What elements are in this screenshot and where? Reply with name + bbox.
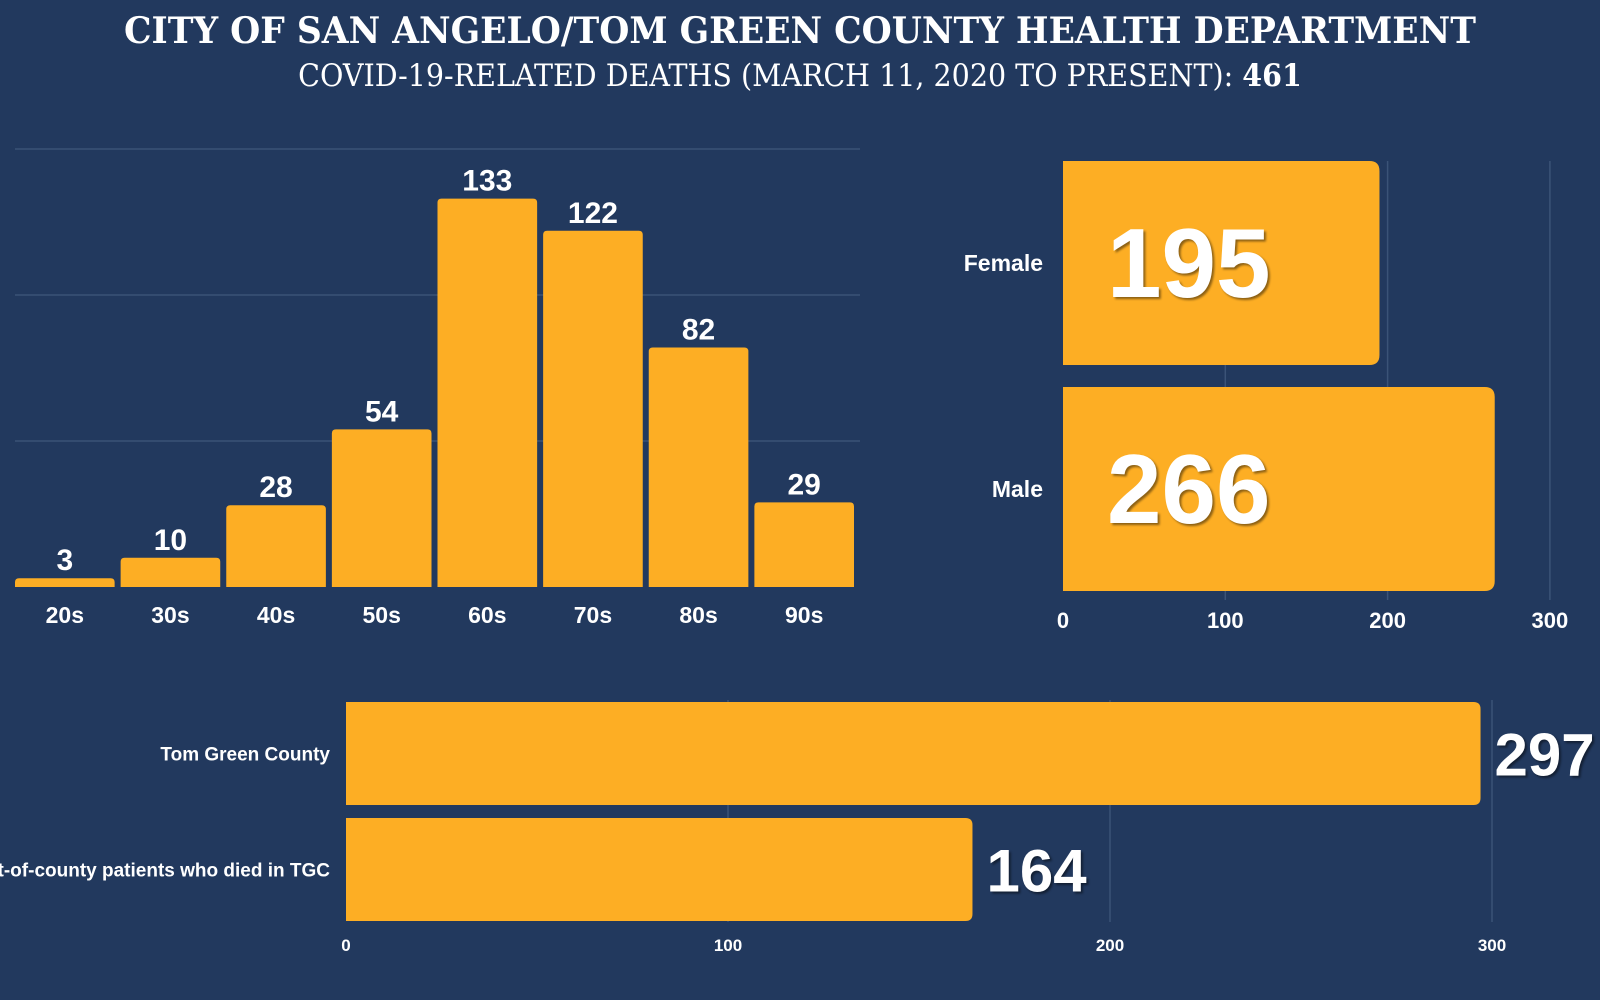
- sex-category-label: Male: [992, 476, 1043, 502]
- residence-value-label: 164: [986, 838, 1087, 905]
- age-bar: [437, 198, 538, 587]
- sex-category-label: Female: [964, 250, 1043, 276]
- age-bar: [226, 505, 326, 587]
- residence-value-label: 297: [1495, 722, 1595, 789]
- page-title: CITY OF SAN ANGELO/TOM GREEN COUNTY HEAL…: [124, 10, 1476, 52]
- age-bar: [15, 578, 115, 587]
- sex-value-label: 195: [1107, 208, 1271, 318]
- residence-tick-label: 300: [1478, 936, 1506, 955]
- residence-tick-label: 0: [341, 936, 350, 955]
- total-deaths: 461: [1242, 58, 1302, 94]
- sex-value-label: 266: [1107, 434, 1271, 544]
- residence-category-label: Out-of-county patients who died in TGC: [0, 861, 330, 882]
- sex-bar: [1063, 161, 1380, 365]
- sex-tick-label: 200: [1369, 608, 1406, 633]
- page-subtitle: COVID-19-RELATED DEATHS (MARCH 11, 2020 …: [64, 58, 1536, 94]
- age-value-label: 10: [154, 524, 187, 557]
- residence-tick-label: 100: [714, 936, 742, 955]
- age-category-label: 70s: [574, 602, 612, 628]
- subtitle-text: COVID-19-RELATED DEATHS (MARCH 11, 2020 …: [298, 58, 1234, 94]
- sex-tick-label: 0: [1057, 608, 1069, 633]
- age-value-label: 29: [788, 468, 821, 501]
- sex-bar: [1063, 387, 1495, 591]
- age-value-label: 122: [568, 197, 618, 230]
- age-bar: [120, 557, 221, 587]
- age-value-label: 28: [259, 471, 292, 504]
- age-bar: [331, 429, 432, 587]
- age-category-label: 40s: [257, 602, 295, 628]
- age-category-label: 30s: [151, 602, 189, 628]
- age-value-label: 54: [365, 395, 399, 428]
- age-value-label: 3: [56, 544, 73, 577]
- age-category-label: 50s: [363, 602, 401, 628]
- age-value-label: 133: [462, 165, 512, 198]
- residence-category-label: Tom Green County: [160, 745, 330, 766]
- residence-bar: [346, 702, 1481, 805]
- age-category-label: 60s: [468, 602, 506, 628]
- age-category-label: 80s: [679, 602, 717, 628]
- residence-tick-label: 200: [1096, 936, 1124, 955]
- residence-bar: [346, 818, 973, 921]
- age-bar: [754, 502, 854, 587]
- sex-tick-label: 100: [1207, 608, 1244, 633]
- age-bar: [648, 347, 749, 587]
- age-category-label: 20s: [46, 602, 84, 628]
- age-category-label: 90s: [785, 602, 823, 628]
- age-bar: [543, 230, 643, 587]
- sex-tick-label: 300: [1532, 608, 1569, 633]
- age-value-label: 82: [682, 314, 715, 347]
